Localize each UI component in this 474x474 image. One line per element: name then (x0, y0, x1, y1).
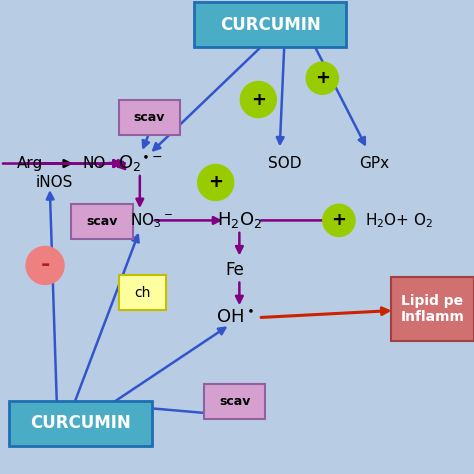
Text: OH$^\bullet$: OH$^\bullet$ (216, 309, 254, 327)
Circle shape (26, 246, 64, 284)
Circle shape (198, 164, 234, 201)
Text: +: + (315, 69, 330, 87)
Text: +: + (251, 91, 266, 109)
Text: ch: ch (134, 286, 150, 300)
FancyBboxPatch shape (204, 384, 265, 419)
Text: H$_2$O$_2$: H$_2$O$_2$ (217, 210, 262, 230)
Text: scav: scav (134, 111, 165, 124)
Circle shape (240, 82, 276, 118)
Text: iNOS: iNOS (36, 175, 73, 190)
FancyBboxPatch shape (118, 100, 180, 135)
Text: Arg: Arg (17, 156, 43, 171)
FancyBboxPatch shape (9, 401, 152, 446)
Text: NO$_3$$^-$: NO$_3$$^-$ (130, 211, 173, 230)
FancyBboxPatch shape (391, 277, 474, 341)
Text: CURCUMIN: CURCUMIN (220, 16, 320, 34)
Text: Fe: Fe (225, 261, 244, 279)
Text: +: + (331, 211, 346, 229)
Text: +: + (208, 173, 223, 191)
FancyBboxPatch shape (71, 204, 133, 239)
FancyBboxPatch shape (118, 275, 166, 310)
Text: scav: scav (219, 395, 250, 408)
Circle shape (323, 204, 355, 237)
Text: GPx: GPx (359, 156, 390, 171)
Text: -: - (40, 255, 50, 275)
FancyBboxPatch shape (194, 2, 346, 47)
Text: SOD: SOD (268, 156, 301, 171)
Text: scav: scav (86, 215, 118, 228)
Circle shape (306, 62, 338, 94)
Text: CURCUMIN: CURCUMIN (30, 414, 131, 432)
Text: H$_2$O+ O$_2$: H$_2$O+ O$_2$ (365, 211, 433, 230)
Text: O$_2$$^{\bullet-}$: O$_2$$^{\bullet-}$ (118, 154, 162, 173)
Text: NO: NO (83, 156, 106, 171)
Text: Lipid pe
Inflamm: Lipid pe Inflamm (401, 294, 465, 324)
